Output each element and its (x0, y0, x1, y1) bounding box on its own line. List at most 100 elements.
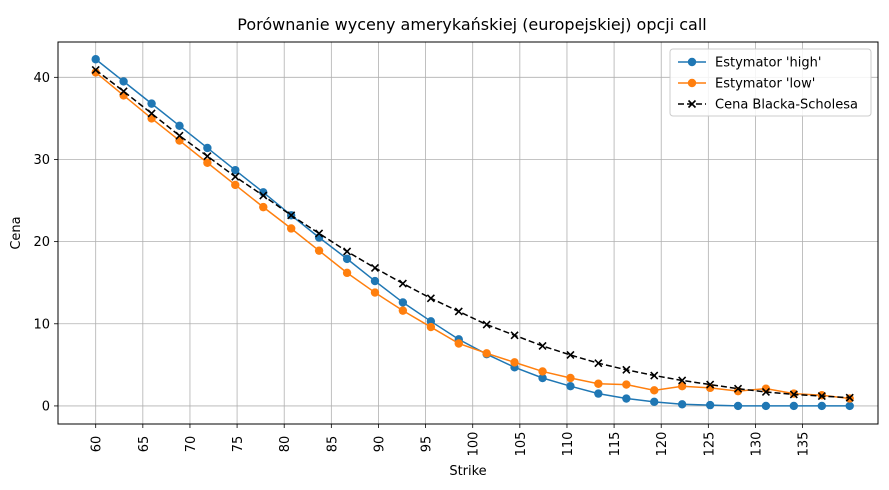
data-point (677, 382, 687, 391)
plot-frame (57, 41, 879, 425)
y-axis-label: Cena (9, 216, 24, 249)
data-point (510, 331, 519, 340)
x-axis: 60 65 70 75 80 85 90 95 100 105 110 115 120 125 130 135 (90, 424, 812, 456)
x-tick-label: 80 (278, 436, 293, 453)
data-point (314, 246, 324, 255)
x-tick-label: 75 (231, 436, 246, 453)
y-tick-label: 10 (33, 317, 50, 332)
data-point (845, 401, 854, 411)
data-point (370, 288, 380, 297)
legend-item-2: Cena Blacka-Scholesa (678, 98, 858, 113)
x-tick-label: 60 (90, 436, 105, 453)
x-tick-label: 130 (749, 432, 764, 457)
data-point (91, 68, 100, 77)
data-point (147, 99, 156, 108)
data-point (761, 401, 771, 411)
data-point (817, 401, 827, 411)
data-point (789, 390, 798, 399)
x-tick-label: 105 (514, 432, 529, 457)
series-1 (91, 68, 854, 403)
legend-item-1: Estymator 'low' (678, 77, 815, 92)
data-point (426, 322, 436, 332)
data-point (231, 165, 240, 175)
x-tick-label: 125 (702, 432, 717, 457)
data-point (677, 400, 687, 409)
x-axis-label: Strike (449, 464, 486, 479)
data-point (119, 87, 128, 96)
series-line (95, 69, 850, 399)
data-point (286, 224, 296, 233)
data-point (175, 121, 184, 130)
legend-swatch-marker (687, 99, 697, 109)
x-tick-label: 85 (325, 436, 340, 453)
data-point (622, 380, 631, 389)
data-point (370, 263, 380, 272)
data-point (398, 306, 408, 315)
data-point (398, 298, 408, 307)
data-point (147, 109, 156, 118)
data-point (566, 382, 575, 391)
data-point (650, 386, 659, 395)
x-tick-label: 95 (420, 436, 435, 453)
legend-swatch-marker (687, 78, 697, 88)
data-point (845, 393, 854, 402)
x-tick-label: 110 (561, 432, 576, 457)
data-point (482, 320, 491, 329)
grid (58, 42, 878, 424)
x-tick-label: 100 (467, 432, 482, 457)
data-point (817, 392, 826, 401)
x-tick-label: 65 (137, 436, 152, 453)
data-point (538, 341, 547, 351)
data-point (594, 389, 603, 398)
data-point (91, 55, 100, 64)
data-point (594, 359, 603, 368)
data-point (259, 191, 268, 200)
data-point (454, 307, 463, 316)
data-point (566, 373, 575, 383)
data-point (231, 172, 240, 181)
data-point (119, 77, 128, 86)
data-point (203, 152, 212, 161)
legend-box (669, 48, 872, 117)
data-point (287, 211, 296, 220)
series-line (95, 58, 850, 407)
data-point (761, 387, 770, 397)
legend: Estymator 'high' Estymator 'low' Cena Blac… (669, 48, 872, 117)
x-tick-label: 70 (184, 436, 199, 453)
data-point (482, 349, 491, 358)
data-point (789, 401, 799, 411)
y-tick-label: 20 (33, 235, 50, 250)
chart-title: Porównanie wyceny amerykańskiej (europej… (237, 15, 707, 34)
x-tick-label: 115 (608, 432, 623, 457)
y-tick-label: 30 (33, 153, 50, 168)
data-point (650, 397, 659, 407)
data-point (678, 376, 687, 385)
y-tick-label: 40 (33, 71, 50, 86)
x-tick-label: 120 (655, 432, 670, 457)
legend-label: Estymator 'low' (715, 77, 815, 92)
data-point (454, 339, 463, 348)
data-point (426, 317, 436, 326)
series-layer (91, 55, 854, 411)
data-point (398, 279, 407, 288)
data-point (231, 180, 240, 190)
data-point (705, 400, 715, 410)
data-point (175, 131, 184, 140)
data-point (426, 294, 435, 303)
data-point (733, 384, 743, 393)
data-point (538, 373, 547, 383)
data-point (622, 365, 631, 374)
data-point (566, 350, 575, 360)
data-point (706, 380, 715, 389)
data-point (650, 371, 659, 380)
legend-label: Cena Blacka-Scholesa (715, 98, 858, 113)
legend-swatch-marker (687, 57, 697, 67)
data-point (370, 276, 380, 286)
data-point (622, 394, 631, 403)
data-point (91, 65, 100, 74)
data-point (342, 268, 352, 278)
legend-item-0: Estymator 'high' (678, 56, 821, 71)
legend-label: Estymator 'high' (715, 56, 821, 71)
series-line (95, 71, 850, 400)
x-tick-label: 90 (372, 436, 387, 453)
